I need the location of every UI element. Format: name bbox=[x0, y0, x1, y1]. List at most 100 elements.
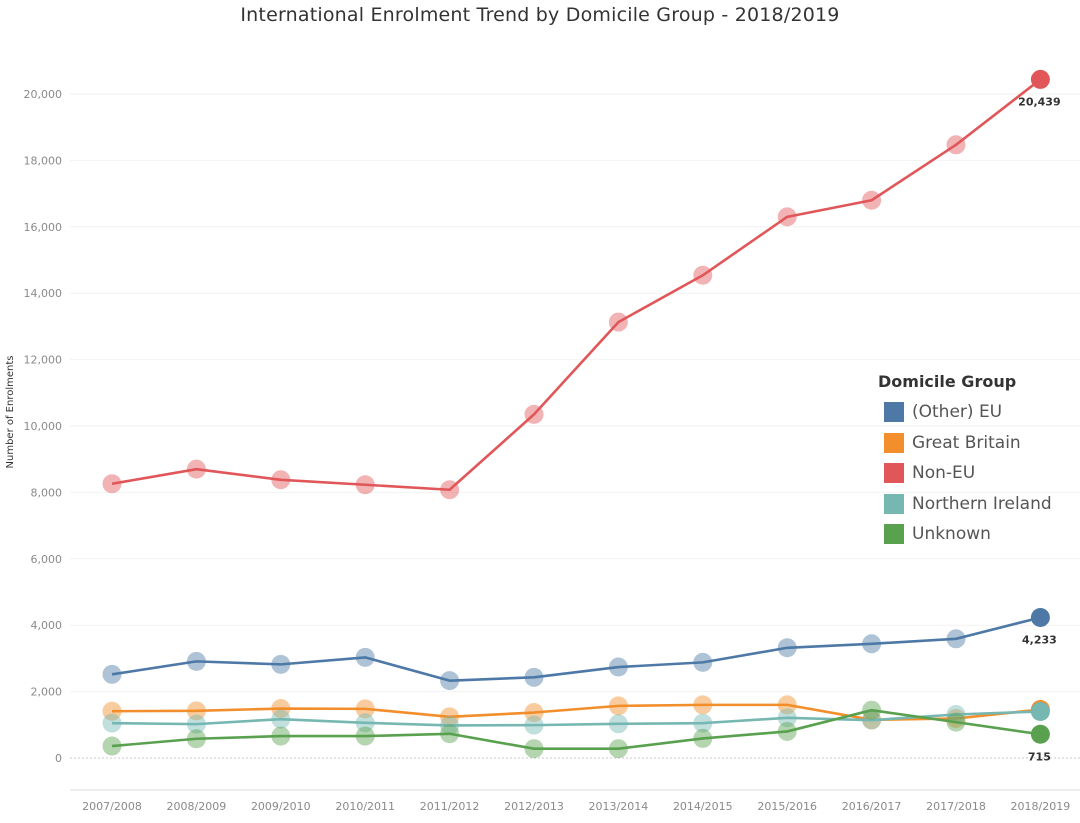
legend-swatch bbox=[884, 432, 904, 453]
data-label: 20,439 bbox=[1018, 95, 1060, 108]
data-point bbox=[524, 739, 544, 759]
legend-title: Domicile Group bbox=[878, 372, 1017, 391]
data-point bbox=[862, 190, 882, 210]
legend: Domicile Group (Other) EU Great Britain … bbox=[878, 372, 1052, 550]
axes: 0 2,000 4,000 6,000 8,000 10,000 12,000 14,000 1… bbox=[5, 88, 1080, 813]
data-point bbox=[271, 654, 291, 674]
data-point bbox=[355, 699, 375, 719]
data-point bbox=[355, 726, 375, 746]
data-point bbox=[440, 480, 460, 500]
data-point bbox=[608, 714, 628, 734]
series-line bbox=[111, 710, 1041, 727]
data-point bbox=[946, 135, 966, 155]
series-northern-ireland bbox=[102, 702, 1050, 735]
series-line bbox=[111, 708, 1041, 751]
data-point bbox=[271, 470, 291, 490]
data-point bbox=[862, 700, 882, 720]
data-point bbox=[355, 475, 375, 495]
x-tick-label: 2013/2014 bbox=[589, 800, 649, 813]
series-line bbox=[111, 616, 1041, 682]
data-point bbox=[102, 736, 122, 756]
y-tick-label: 16,000 bbox=[24, 221, 63, 234]
data-point bbox=[608, 696, 628, 716]
legend-item-non-eu[interactable]: Non-EU bbox=[878, 458, 1052, 489]
x-tick-label: 2016/2017 bbox=[842, 800, 902, 813]
data-point bbox=[608, 739, 628, 759]
data-point bbox=[524, 715, 544, 735]
data-point bbox=[693, 652, 713, 672]
data-point bbox=[693, 713, 713, 733]
legend-item-other-eu[interactable]: (Other) EU bbox=[878, 397, 1052, 428]
data-point bbox=[440, 724, 460, 744]
legend-label: (Other) EU bbox=[912, 402, 1003, 423]
data-point bbox=[946, 705, 966, 725]
data-label: 715 bbox=[1028, 750, 1051, 763]
legend-label: Northern Ireland bbox=[912, 493, 1052, 514]
x-tick-label: 2011/2012 bbox=[420, 800, 480, 813]
x-tick-label: 2008/2009 bbox=[167, 800, 227, 813]
data-point bbox=[777, 708, 797, 728]
data-point bbox=[693, 695, 713, 715]
series-other-eu bbox=[102, 607, 1050, 691]
series-non-eu bbox=[102, 69, 1050, 500]
data-point bbox=[1030, 607, 1050, 627]
data-point bbox=[524, 703, 544, 723]
data-point bbox=[524, 404, 544, 424]
y-tick-label: 18,000 bbox=[24, 154, 63, 167]
data-point bbox=[777, 638, 797, 658]
data-labels: 20,439 4,233 715 bbox=[1018, 95, 1060, 763]
series-line bbox=[111, 78, 1042, 492]
data-point bbox=[186, 459, 206, 479]
data-point bbox=[355, 713, 375, 733]
y-tick-label: 20,000 bbox=[24, 88, 63, 101]
x-tick-label: 2012/2013 bbox=[504, 800, 564, 813]
chart-title: International Enrolment Trend by Domicil… bbox=[240, 4, 840, 26]
data-point bbox=[777, 695, 797, 715]
data-point bbox=[946, 712, 966, 732]
legend-swatch bbox=[884, 463, 904, 484]
x-tick-label: 2014/2015 bbox=[673, 800, 733, 813]
data-point bbox=[608, 312, 628, 332]
data-point bbox=[355, 647, 375, 667]
data-point bbox=[693, 265, 713, 285]
legend-item-great-britain[interactable]: Great Britain bbox=[878, 428, 1052, 459]
y-tick-label: 0 bbox=[55, 752, 62, 765]
legend-swatch bbox=[884, 524, 904, 545]
data-point bbox=[1030, 724, 1050, 744]
data-point bbox=[186, 651, 206, 671]
legend-label: Great Britain bbox=[912, 432, 1021, 453]
data-point bbox=[102, 664, 122, 684]
data-point bbox=[186, 729, 206, 749]
data-point bbox=[1030, 702, 1050, 722]
series-unknown bbox=[102, 700, 1050, 759]
data-point bbox=[271, 709, 291, 729]
data-point bbox=[186, 701, 206, 721]
data-point bbox=[946, 629, 966, 649]
data-point bbox=[440, 707, 460, 727]
y-axis-title: Number of Enrolments bbox=[5, 356, 16, 469]
y-tick-label: 6,000 bbox=[31, 553, 63, 566]
y-tick-label: 2,000 bbox=[31, 686, 63, 699]
x-tick-label: 2017/2018 bbox=[926, 800, 986, 813]
x-tick-label: 2009/2010 bbox=[251, 800, 311, 813]
data-point bbox=[693, 728, 713, 748]
data-point bbox=[862, 634, 882, 654]
data-point bbox=[271, 726, 291, 746]
legend-item-unknown[interactable]: Unknown bbox=[878, 519, 1052, 550]
x-tick-label: 2007/2008 bbox=[82, 800, 142, 813]
x-tick-label: 2015/2016 bbox=[757, 800, 817, 813]
y-tick-label: 8,000 bbox=[31, 486, 63, 499]
data-point bbox=[440, 671, 460, 691]
data-point bbox=[440, 715, 460, 735]
legend-swatch bbox=[884, 402, 904, 423]
data-point bbox=[102, 713, 122, 733]
data-point bbox=[777, 207, 797, 227]
y-tick-label: 4,000 bbox=[31, 619, 63, 632]
data-point bbox=[1030, 69, 1050, 89]
y-tick-label: 12,000 bbox=[24, 354, 63, 367]
data-point bbox=[102, 701, 122, 721]
data-point bbox=[862, 710, 882, 730]
legend-item-northern-ireland[interactable]: Northern Ireland bbox=[878, 489, 1052, 520]
legend-swatch bbox=[884, 493, 904, 514]
